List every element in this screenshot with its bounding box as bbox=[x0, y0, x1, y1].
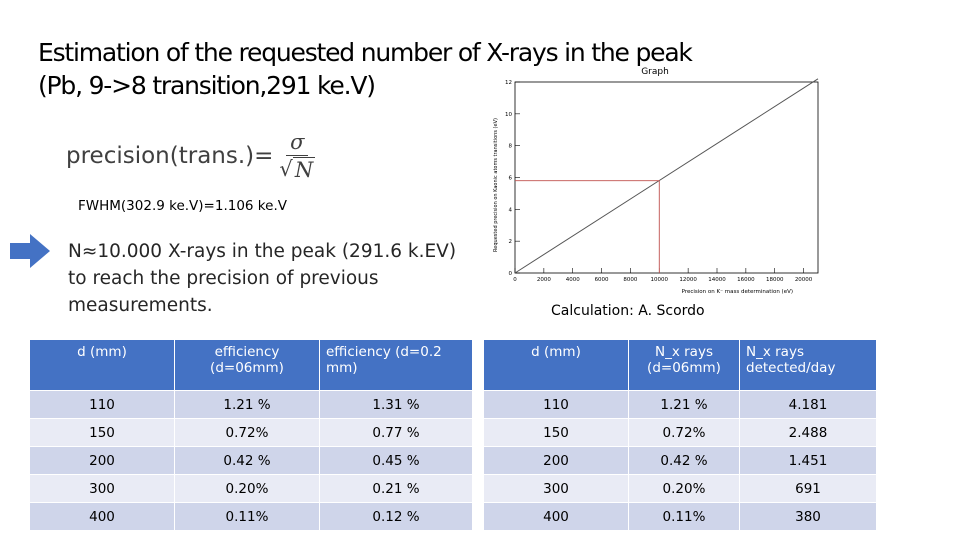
cell-eff-06: 1.21 % bbox=[174, 390, 320, 419]
table-row: 200 0.42 % 1.451 bbox=[484, 446, 877, 475]
result-line-2: to reach the precision of previous bbox=[68, 268, 379, 289]
x-tick-label: 2000 bbox=[537, 277, 551, 283]
header-efficiency-02: efficiency (d=0.2 mm) bbox=[319, 340, 473, 391]
x-tick-label: 20000 bbox=[795, 277, 813, 283]
x-tick-label: 0 bbox=[513, 277, 517, 283]
cell-d: 300 bbox=[30, 474, 175, 503]
formula-fraction: σ √ N bbox=[279, 130, 316, 182]
formula-numerator: σ bbox=[286, 130, 309, 156]
x-tick-label: 10000 bbox=[651, 277, 669, 283]
header-d-mm: d (mm) bbox=[484, 340, 629, 391]
cell-eff-06: 0.72% bbox=[174, 418, 320, 447]
precision-graph: Graph 0 2000 4000 6000 8000 10000 12000 14000 16… bbox=[493, 67, 819, 295]
x-tick-label: 4000 bbox=[566, 277, 580, 283]
y-tick-label: 10 bbox=[505, 112, 512, 118]
graph-x-axis-label: Precision on K⁻ mass determination (eV) bbox=[682, 289, 793, 295]
table-row: 150 0.72% 2.488 bbox=[484, 418, 877, 447]
table-row: 110 1.21 % 4.181 bbox=[484, 390, 877, 419]
cell-nx-day: 1.451 bbox=[739, 446, 877, 475]
cell-nx-06: 1.21 % bbox=[628, 390, 740, 419]
data-line bbox=[514, 78, 819, 274]
header-nx-rays-day: N_x rays detected/day bbox=[739, 340, 877, 391]
table-row: 200 0.42 % 0.45 % bbox=[30, 446, 473, 475]
cell-nx-06: 0.20% bbox=[628, 474, 740, 503]
result-line-3: measurements. bbox=[68, 295, 213, 316]
graph-ticks: 0 2000 4000 6000 8000 10000 12000 14000 16000 180… bbox=[505, 80, 813, 283]
cell-nx-day: 2.488 bbox=[739, 418, 877, 447]
cell-nx-06: 0.11% bbox=[628, 502, 740, 530]
header-nx-rays-06: N_x rays (d=06mm) bbox=[628, 340, 740, 391]
y-tick-label: 8 bbox=[509, 144, 513, 150]
cell-nx-day: 4.181 bbox=[739, 390, 877, 419]
table-header-row: d (mm) efficiency (d=06mm) efficiency (d… bbox=[30, 340, 473, 391]
cell-d: 400 bbox=[484, 502, 629, 530]
result-line-1: N≈10.000 X-rays in the peak (291.6 k.EV) bbox=[68, 241, 457, 262]
cell-d: 110 bbox=[30, 390, 175, 419]
x-tick-label: 6000 bbox=[595, 277, 609, 283]
cell-eff-02: 0.77 % bbox=[319, 418, 473, 447]
table-row: 400 0.11% 380 bbox=[484, 502, 877, 530]
title-line-1: Estimation of the requested number of X-… bbox=[38, 38, 693, 67]
x-tick-label: 8000 bbox=[623, 277, 637, 283]
x-tick-label: 12000 bbox=[679, 277, 697, 283]
right-arrow-icon bbox=[10, 234, 50, 268]
cell-nx-day: 380 bbox=[739, 502, 877, 530]
arrow-shape bbox=[10, 234, 50, 268]
radical-sign: √ bbox=[279, 157, 293, 181]
formula-lhs: precision(trans.)= bbox=[66, 143, 274, 169]
cell-d: 150 bbox=[484, 418, 629, 447]
cell-d: 150 bbox=[30, 418, 175, 447]
graph-y-axis-label: Requested precision on Kaonic atoms tran… bbox=[493, 118, 499, 252]
cell-eff-02: 1.31 % bbox=[319, 390, 473, 419]
cell-eff-02: 0.21 % bbox=[319, 474, 473, 503]
header-efficiency-06: efficiency (d=06mm) bbox=[174, 340, 320, 391]
fwhm-text: FWHM(302.9 ke.V)=1.106 ke.V bbox=[78, 198, 287, 214]
cell-d: 400 bbox=[30, 502, 175, 530]
y-tick-label: 0 bbox=[509, 271, 513, 277]
cell-eff-06: 0.42 % bbox=[174, 446, 320, 475]
title-line-2: (Pb, 9->8 transition,291 ke.V) bbox=[38, 71, 376, 100]
cell-d: 200 bbox=[484, 446, 629, 475]
xray-count-table: d (mm) N_x rays (d=06mm) N_x rays detect… bbox=[484, 340, 877, 530]
table-row: 110 1.21 % 1.31 % bbox=[30, 390, 473, 419]
y-tick-label: 2 bbox=[509, 239, 513, 245]
cell-eff-06: 0.20% bbox=[174, 474, 320, 503]
cell-d: 200 bbox=[30, 446, 175, 475]
cell-nx-06: 0.42 % bbox=[628, 446, 740, 475]
table-row: 300 0.20% 691 bbox=[484, 474, 877, 503]
cell-nx-day: 691 bbox=[739, 474, 877, 503]
graph-marks bbox=[514, 78, 819, 274]
formula-denominator: √ N bbox=[279, 156, 316, 182]
cell-eff-06: 0.11% bbox=[174, 502, 320, 530]
table-row: 150 0.72% 0.77 % bbox=[30, 418, 473, 447]
graph-title: Graph bbox=[641, 67, 669, 77]
x-tick-label: 16000 bbox=[737, 277, 755, 283]
y-tick-label: 4 bbox=[509, 207, 513, 213]
precision-formula: precision(trans.)= σ √ N bbox=[66, 124, 316, 188]
table-header-row: d (mm) N_x rays (d=06mm) N_x rays detect… bbox=[484, 340, 877, 391]
slide-title: Estimation of the requested number of X-… bbox=[38, 36, 798, 102]
table-row: 400 0.11% 0.12 % bbox=[30, 502, 473, 530]
x-tick-label: 14000 bbox=[708, 277, 726, 283]
result-text: N≈10.000 X-rays in the peak (291.6 k.EV)… bbox=[68, 238, 488, 319]
formula-n: N bbox=[292, 157, 316, 182]
x-tick-label: 18000 bbox=[766, 277, 784, 283]
cell-d: 300 bbox=[484, 474, 629, 503]
y-tick-label: 6 bbox=[509, 176, 513, 182]
cell-d: 110 bbox=[484, 390, 629, 419]
efficiency-table: d (mm) efficiency (d=06mm) efficiency (d… bbox=[30, 340, 473, 530]
y-tick-label: 12 bbox=[505, 80, 512, 86]
cell-eff-02: 0.12 % bbox=[319, 502, 473, 530]
header-d-mm: d (mm) bbox=[30, 340, 175, 391]
table-row: 300 0.20% 0.21 % bbox=[30, 474, 473, 503]
cell-eff-02: 0.45 % bbox=[319, 446, 473, 475]
calculation-credit: Calculation: A. Scordo bbox=[551, 303, 705, 319]
cell-nx-06: 0.72% bbox=[628, 418, 740, 447]
